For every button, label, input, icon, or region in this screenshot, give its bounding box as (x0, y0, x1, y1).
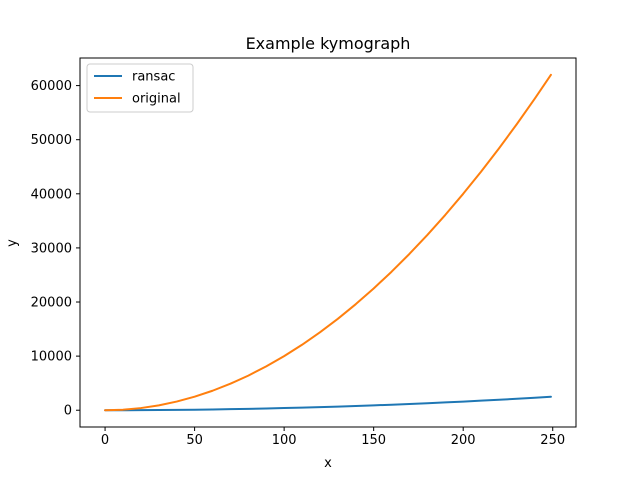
legend-label-original: original (132, 92, 181, 107)
y-tick-label: 20000 (31, 296, 72, 311)
x-tick-label: 250 (540, 433, 565, 448)
y-tick-label: 10000 (31, 350, 72, 365)
legend: ransac original (86, 63, 194, 113)
y-tick-label: 40000 (31, 187, 72, 202)
x-tick-label: 150 (361, 433, 386, 448)
x-tick-label: 50 (186, 433, 203, 448)
axes-frame (79, 57, 577, 428)
y-tick-label: 60000 (31, 79, 72, 94)
x-axis: 0 50 100 150 200 250 (101, 427, 565, 448)
x-tick-label: 200 (451, 433, 476, 448)
series-layer (104, 73, 552, 412)
y-axis-label: y (5, 239, 20, 247)
x-tick-label: 0 (101, 433, 109, 448)
y-tick-label: 30000 (31, 241, 72, 256)
y-axis: 0 10000 20000 30000 40000 50000 60000 (31, 79, 80, 419)
x-axis-label: x (324, 456, 332, 471)
series-line-ransac (104, 395, 552, 412)
y-tick-label: 0 (64, 404, 72, 419)
chart-title: Example kymograph (246, 34, 411, 53)
x-tick-label: 100 (272, 433, 297, 448)
series-line-original (104, 73, 552, 412)
legend-label-ransac: ransac (132, 70, 175, 85)
y-tick-label: 50000 (31, 133, 72, 148)
plot-area (79, 57, 577, 428)
